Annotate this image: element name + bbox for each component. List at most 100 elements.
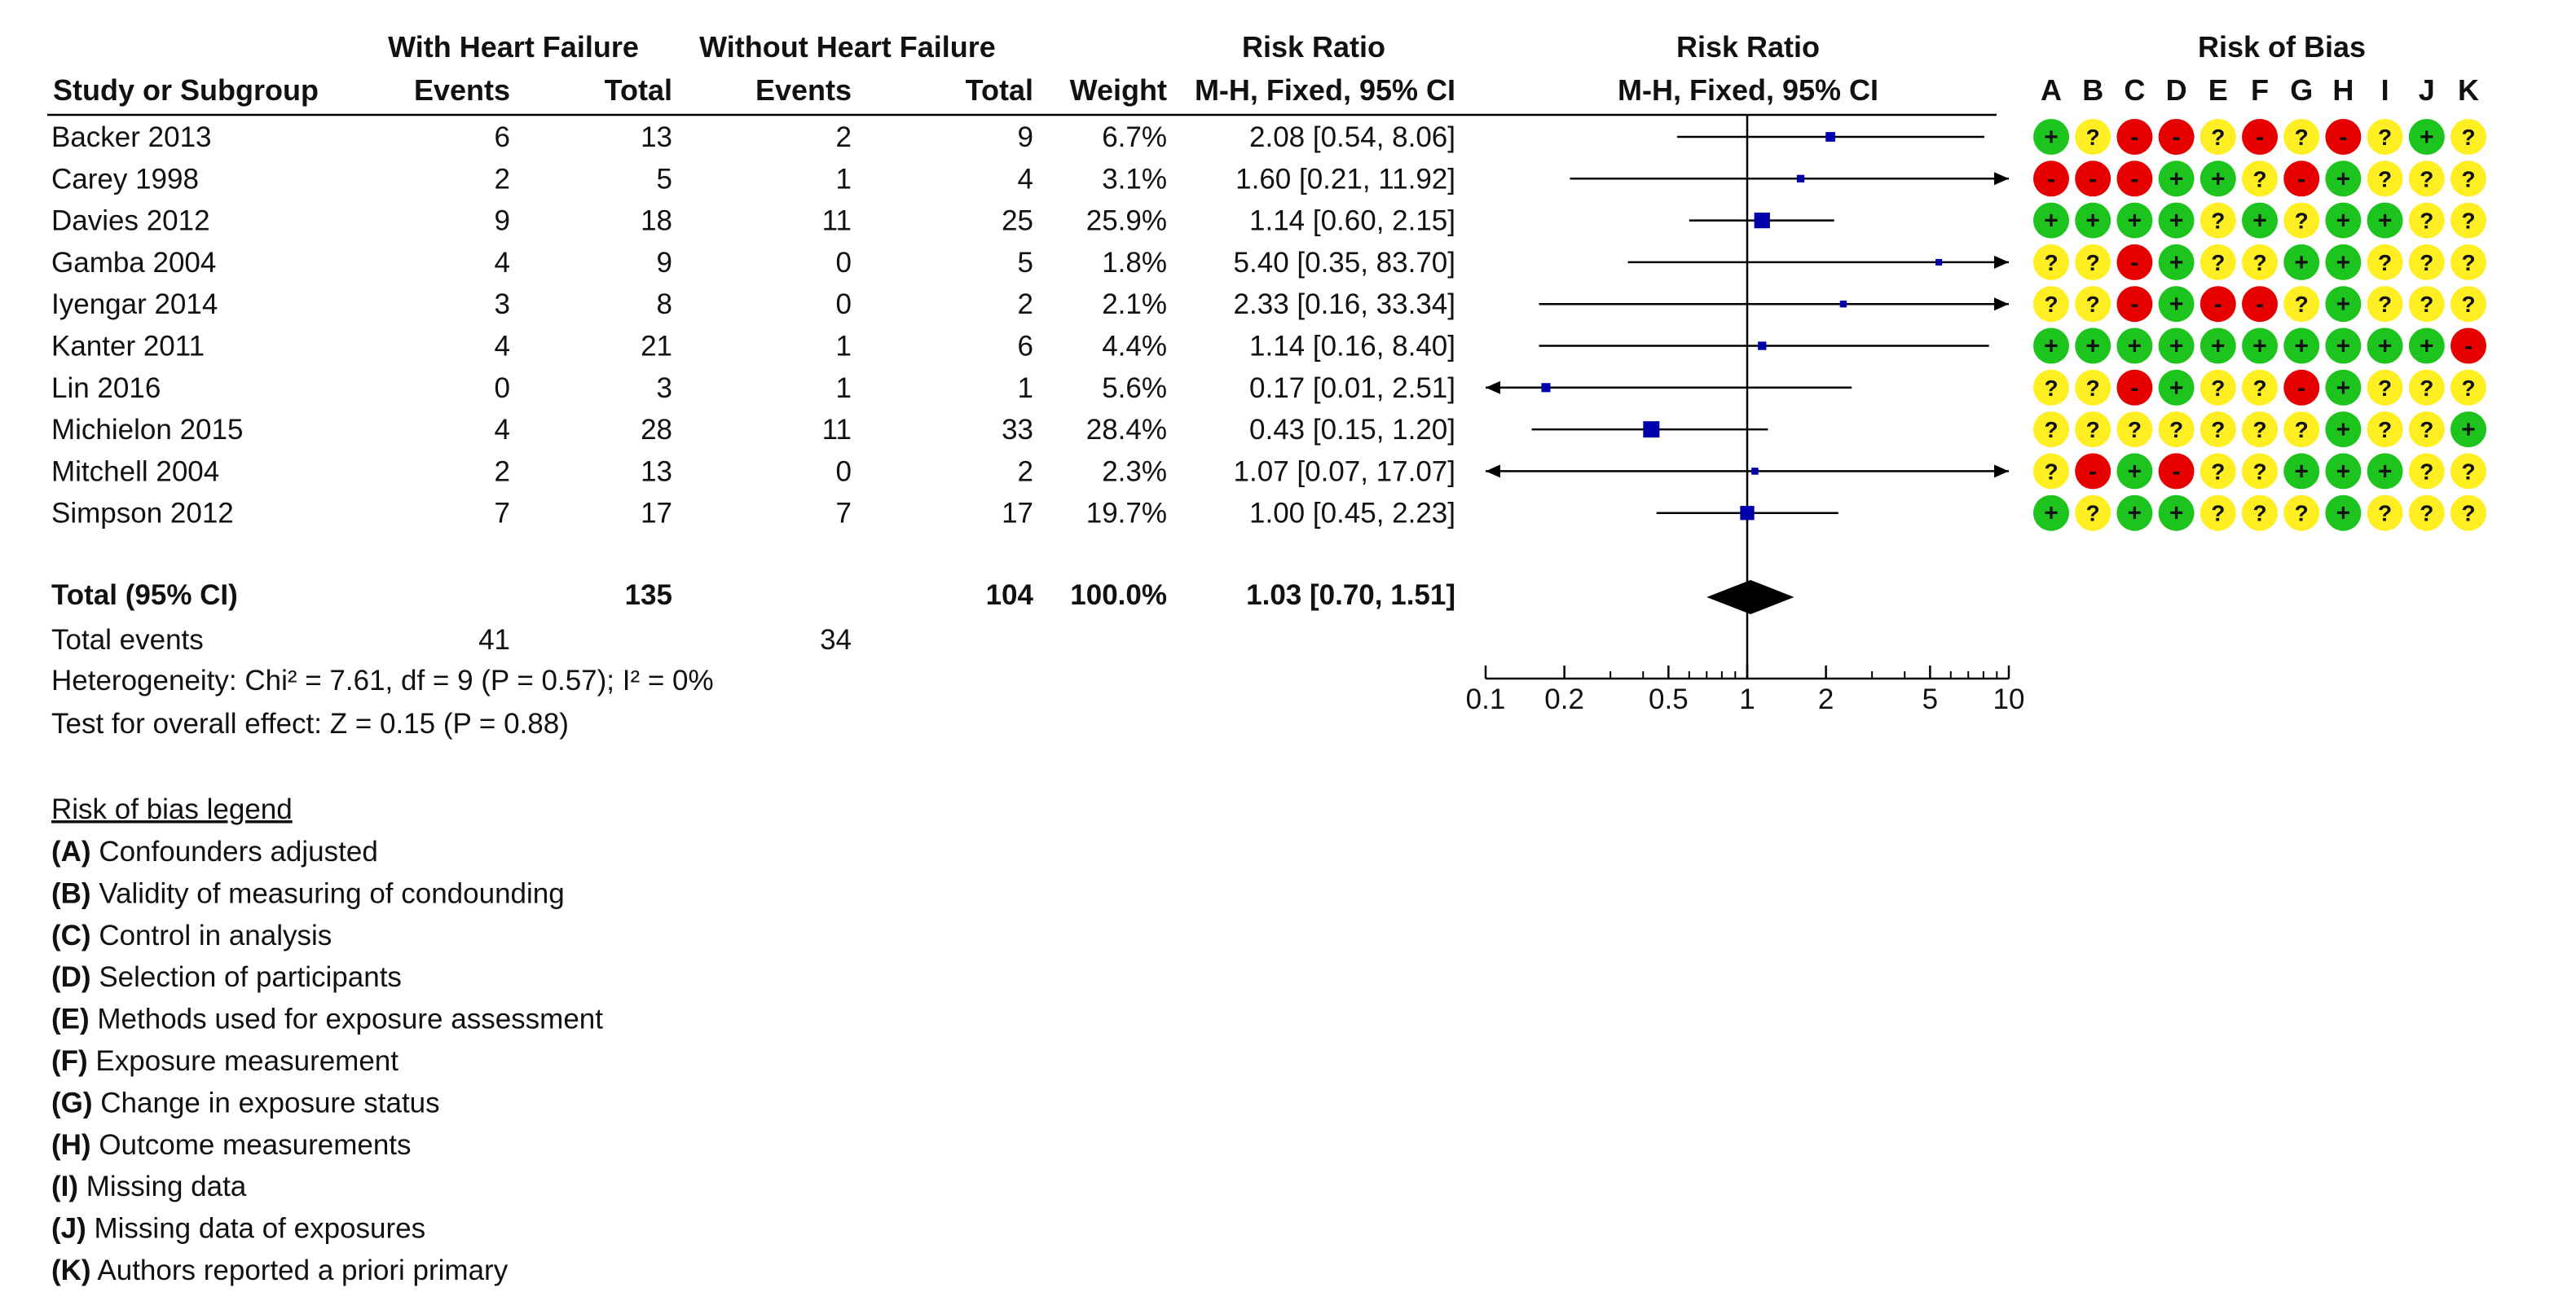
total-2: 1: [1018, 372, 1033, 404]
rob-symbol: ?: [2169, 417, 2183, 442]
point-estimate: [1751, 468, 1759, 475]
rob-symbol: +: [2378, 458, 2393, 485]
legend-item: (F) Exposure measurement: [51, 1045, 399, 1077]
rob-symbol: -: [2089, 165, 2097, 192]
rob-judgement: [2367, 453, 2403, 490]
rob-judgement: [2283, 119, 2320, 155]
total-2: 17: [1002, 498, 1033, 530]
rob-symbol: -: [2047, 165, 2055, 192]
rob-judgement: [2325, 244, 2362, 280]
study-name: Lin 2016: [51, 372, 161, 404]
rob-judgement: [2200, 286, 2236, 323]
rob-judgement: [2075, 411, 2111, 448]
legend-code: (K): [51, 1255, 91, 1286]
rob-letter-h: H: [2332, 73, 2354, 107]
total-1: 13: [641, 121, 672, 153]
rob-symbol: +: [2336, 165, 2351, 192]
rob-symbol: ?: [2211, 459, 2225, 484]
rob-judgement: [2408, 411, 2445, 448]
rob-symbol: +: [2044, 333, 2059, 360]
rob-symbol: +: [2420, 124, 2434, 151]
legend-text: Change in exposure status: [93, 1087, 440, 1118]
rob-symbol: ?: [2461, 250, 2475, 275]
total-events-2: 34: [820, 624, 852, 656]
arrow-right: [1994, 172, 2009, 186]
rob-symbol: ?: [2420, 459, 2433, 484]
rob-judgement: [2158, 369, 2195, 406]
rob-judgement: [2200, 369, 2236, 406]
rob-judgement: [2075, 244, 2111, 280]
rob-judgement: [2283, 327, 2320, 364]
rob-symbol: ?: [2420, 417, 2433, 442]
rob-symbol: -: [2173, 458, 2181, 485]
rob-symbol: -: [2214, 291, 2222, 318]
rob-judgement: [2075, 494, 2111, 531]
rob-symbol: +: [2128, 500, 2142, 527]
risk-ratio-ci: 1.14 [0.16, 8.40]: [1249, 331, 1455, 363]
rob-symbol: ?: [2295, 209, 2309, 234]
arrow-right: [1994, 297, 2009, 311]
weight: 25.9%: [1086, 205, 1167, 237]
rob-row: ?? - + - -? +???: [2033, 286, 2486, 323]
weight: 2.3%: [1102, 455, 1167, 487]
study-name: Carey 1998: [51, 163, 199, 195]
rob-symbol: +: [2128, 208, 2142, 235]
rob-symbol: ?: [2295, 501, 2309, 526]
rob-judgement: [2367, 369, 2403, 406]
total-label: Total (95% CI): [51, 579, 238, 611]
rob-judgement: [2408, 244, 2445, 280]
rob-symbol: +: [2294, 458, 2309, 485]
study-ci-mark: [1531, 421, 1768, 438]
header-with-heart-failure: With Heart Failure: [388, 30, 639, 64]
point-estimate: [1758, 341, 1767, 350]
rob-symbol: ?: [2461, 376, 2475, 401]
rob-judgement: [2242, 369, 2278, 406]
rob-judgement: [2242, 119, 2278, 155]
arrow-left: [1486, 464, 1500, 478]
rob-symbol: +: [2378, 333, 2393, 360]
rob-row: + + + + + + + + + + -: [2033, 327, 2486, 364]
legend-code: (E): [51, 1004, 90, 1035]
rob-symbol: ?: [2086, 292, 2100, 317]
risk-of-bias-grid: +? - -? -? -? + ?- - - + +? - +?? ?+ + + +? +? + +???? - +?? +…: [2033, 119, 2486, 531]
rob-symbol: -: [2297, 165, 2305, 192]
rob-symbol: ?: [2461, 209, 2475, 234]
rob-judgement: [2325, 286, 2362, 323]
rob-judgement: [2158, 453, 2195, 490]
x-tick-label: 0.5: [1649, 683, 1689, 715]
rob-judgement: [2200, 453, 2236, 490]
study-ci-mark: [1486, 464, 2009, 478]
rob-symbol: +: [2336, 458, 2351, 485]
total-2: 2: [1018, 288, 1033, 320]
rob-symbol: -: [2130, 375, 2138, 402]
events-1: 2: [495, 455, 510, 487]
rob-symbol: ?: [2252, 459, 2266, 484]
rob-row: ? - + -?? + + +??: [2033, 453, 2486, 490]
study-row: Michielon 2015 4 28 11 33 28.4% 0.43 [0.15, 1.…: [51, 414, 1455, 446]
rob-symbol: +: [2169, 500, 2184, 527]
rob-judgement: [2242, 453, 2278, 490]
events-1: 9: [495, 205, 510, 237]
total-total-1: 135: [625, 579, 672, 611]
header-risk-ratio-numeric: Risk Ratio: [1242, 30, 1385, 64]
legend-item: (G) Change in exposure status: [51, 1087, 440, 1118]
rob-row: ?? - +?? + +???: [2033, 244, 2486, 280]
events-2: 1: [836, 331, 852, 363]
rob-judgement: [2033, 202, 2069, 239]
legend-code: (D): [51, 961, 91, 993]
rob-row: +? + +??? +???: [2033, 494, 2486, 531]
rob-symbol: +: [2336, 249, 2351, 276]
header-events-2: Events: [755, 73, 852, 107]
header-risk-of-bias: Risk of Bias: [2198, 30, 2366, 64]
rob-symbol: -: [2464, 333, 2473, 360]
rob-judgement: [2116, 286, 2153, 323]
legend-code: (B): [51, 877, 91, 909]
rob-symbol: ?: [2295, 125, 2309, 150]
rob-judgement: [2242, 244, 2278, 280]
total-2: 4: [1018, 163, 1033, 195]
legend-item: (I) Missing data: [51, 1171, 247, 1202]
risk-ratio-ci: 1.07 [0.07, 17.07]: [1234, 455, 1455, 487]
rob-symbol: ?: [2378, 376, 2392, 401]
rob-judgement: [2408, 327, 2445, 364]
study-row: Gamba 2004 4 9 0 5 1.8% 5.40 [0.35, 83.70]: [51, 247, 1455, 279]
